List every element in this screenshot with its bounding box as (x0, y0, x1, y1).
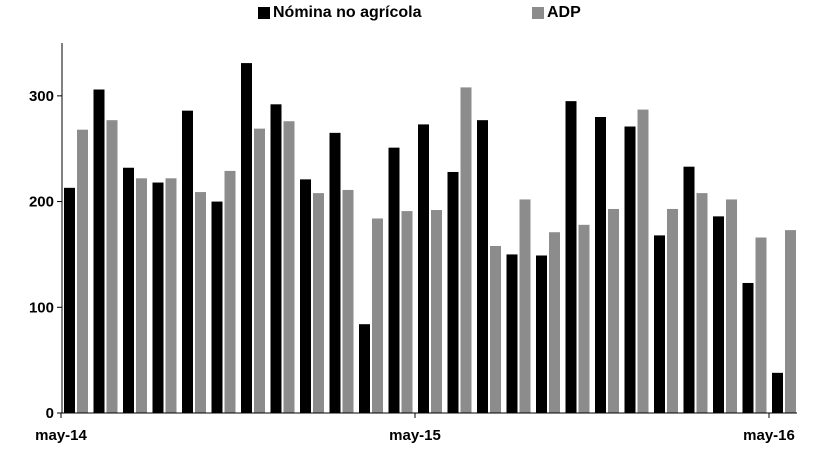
bar-nomina-may-16 (772, 372, 783, 413)
bar-adp-oct-15 (578, 224, 590, 413)
bar-nomina-jul-15 (477, 120, 488, 414)
bar-adp-nov-15 (608, 208, 619, 413)
bar-adp-dic-14 (283, 121, 295, 413)
y-tick-label-300: 300 (29, 88, 54, 105)
bar-adp-nov-14 (254, 128, 265, 413)
bar-nomina-oct-15 (565, 101, 577, 414)
bar-nomina-ago-15 (506, 254, 518, 413)
bar-adp-dic-15 (637, 109, 649, 413)
bar-adp-ene-15 (313, 193, 324, 413)
bar-nomina-dic-14 (270, 104, 282, 414)
bar-nomina-ene-15 (300, 179, 311, 413)
bar-nomina-feb-15 (329, 132, 341, 413)
y-tick-label-200: 200 (29, 194, 54, 211)
bar-adp-jun-14 (106, 120, 118, 414)
bar-nomina-jul-14 (123, 167, 134, 413)
legend-label-adp: ADP (547, 4, 581, 21)
bar-nomina-nov-15 (595, 117, 606, 413)
bar-nomina-feb-16 (683, 166, 695, 413)
bar-nomina-sep-15 (536, 255, 547, 413)
bar-adp-sep-14 (195, 192, 206, 413)
x-tick-label-may-15: may-15 (389, 427, 441, 444)
bar-adp-ago-14 (165, 178, 177, 413)
bar-nomina-jun-14 (93, 89, 105, 413)
bar-nomina-ene-16 (654, 235, 665, 413)
bar-nomina-may-14 (64, 187, 75, 413)
bar-adp-jul-15 (490, 245, 501, 413)
bars-group (64, 63, 796, 414)
bar-nomina-abr-16 (742, 282, 754, 413)
bar-adp-ene-16 (667, 208, 678, 413)
legend-item-nomina: Nómina no agrícola (258, 4, 421, 22)
bar-nomina-may-15 (418, 124, 429, 414)
bar-adp-abr-16 (755, 237, 767, 413)
bar-adp-jun-15 (460, 87, 472, 414)
axes-group: 0 100 200 300 may-14 may-15 may-16 (29, 43, 797, 444)
bar-nomina-nov-14 (241, 63, 252, 413)
bar-nomina-mar-15 (359, 324, 370, 413)
legend-swatch-adp (532, 7, 544, 19)
bar-adp-mar-16 (726, 199, 737, 413)
y-tick-label-100: 100 (29, 299, 54, 316)
bar-adp-ago-15 (519, 199, 531, 413)
bar-nomina-mar-16 (713, 216, 724, 413)
bar-adp-feb-16 (696, 193, 708, 413)
legend-label-nomina: Nómina no agrícola (273, 4, 422, 21)
bar-adp-may-14 (77, 129, 88, 413)
bar-adp-feb-15 (342, 189, 354, 413)
bar-nomina-jun-15 (447, 171, 459, 413)
bar-nomina-abr-15 (388, 147, 400, 413)
bar-adp-mar-15 (372, 218, 383, 413)
y-tick-label-0: 0 (46, 405, 54, 422)
x-tick-label-may-16: may-16 (743, 427, 795, 444)
bar-nomina-dic-15 (624, 126, 636, 413)
bar-nomina-sep-14 (182, 110, 193, 414)
bar-nomina-oct-14 (211, 201, 223, 413)
bar-nomina-ago-14 (152, 182, 164, 413)
bar-adp-may-15 (431, 210, 442, 413)
legend-item-adp: ADP (532, 4, 581, 22)
bar-adp-jul-14 (136, 178, 147, 413)
legend: Nómina no agrícola ADP (0, 4, 816, 28)
bar-adp-may-16 (785, 230, 796, 413)
bar-adp-abr-15 (401, 211, 413, 413)
x-tick-label-may-14: may-14 (35, 427, 87, 444)
bar-adp-oct-14 (224, 170, 236, 413)
legend-swatch-nomina (258, 7, 270, 19)
bar-adp-sep-15 (549, 232, 560, 413)
